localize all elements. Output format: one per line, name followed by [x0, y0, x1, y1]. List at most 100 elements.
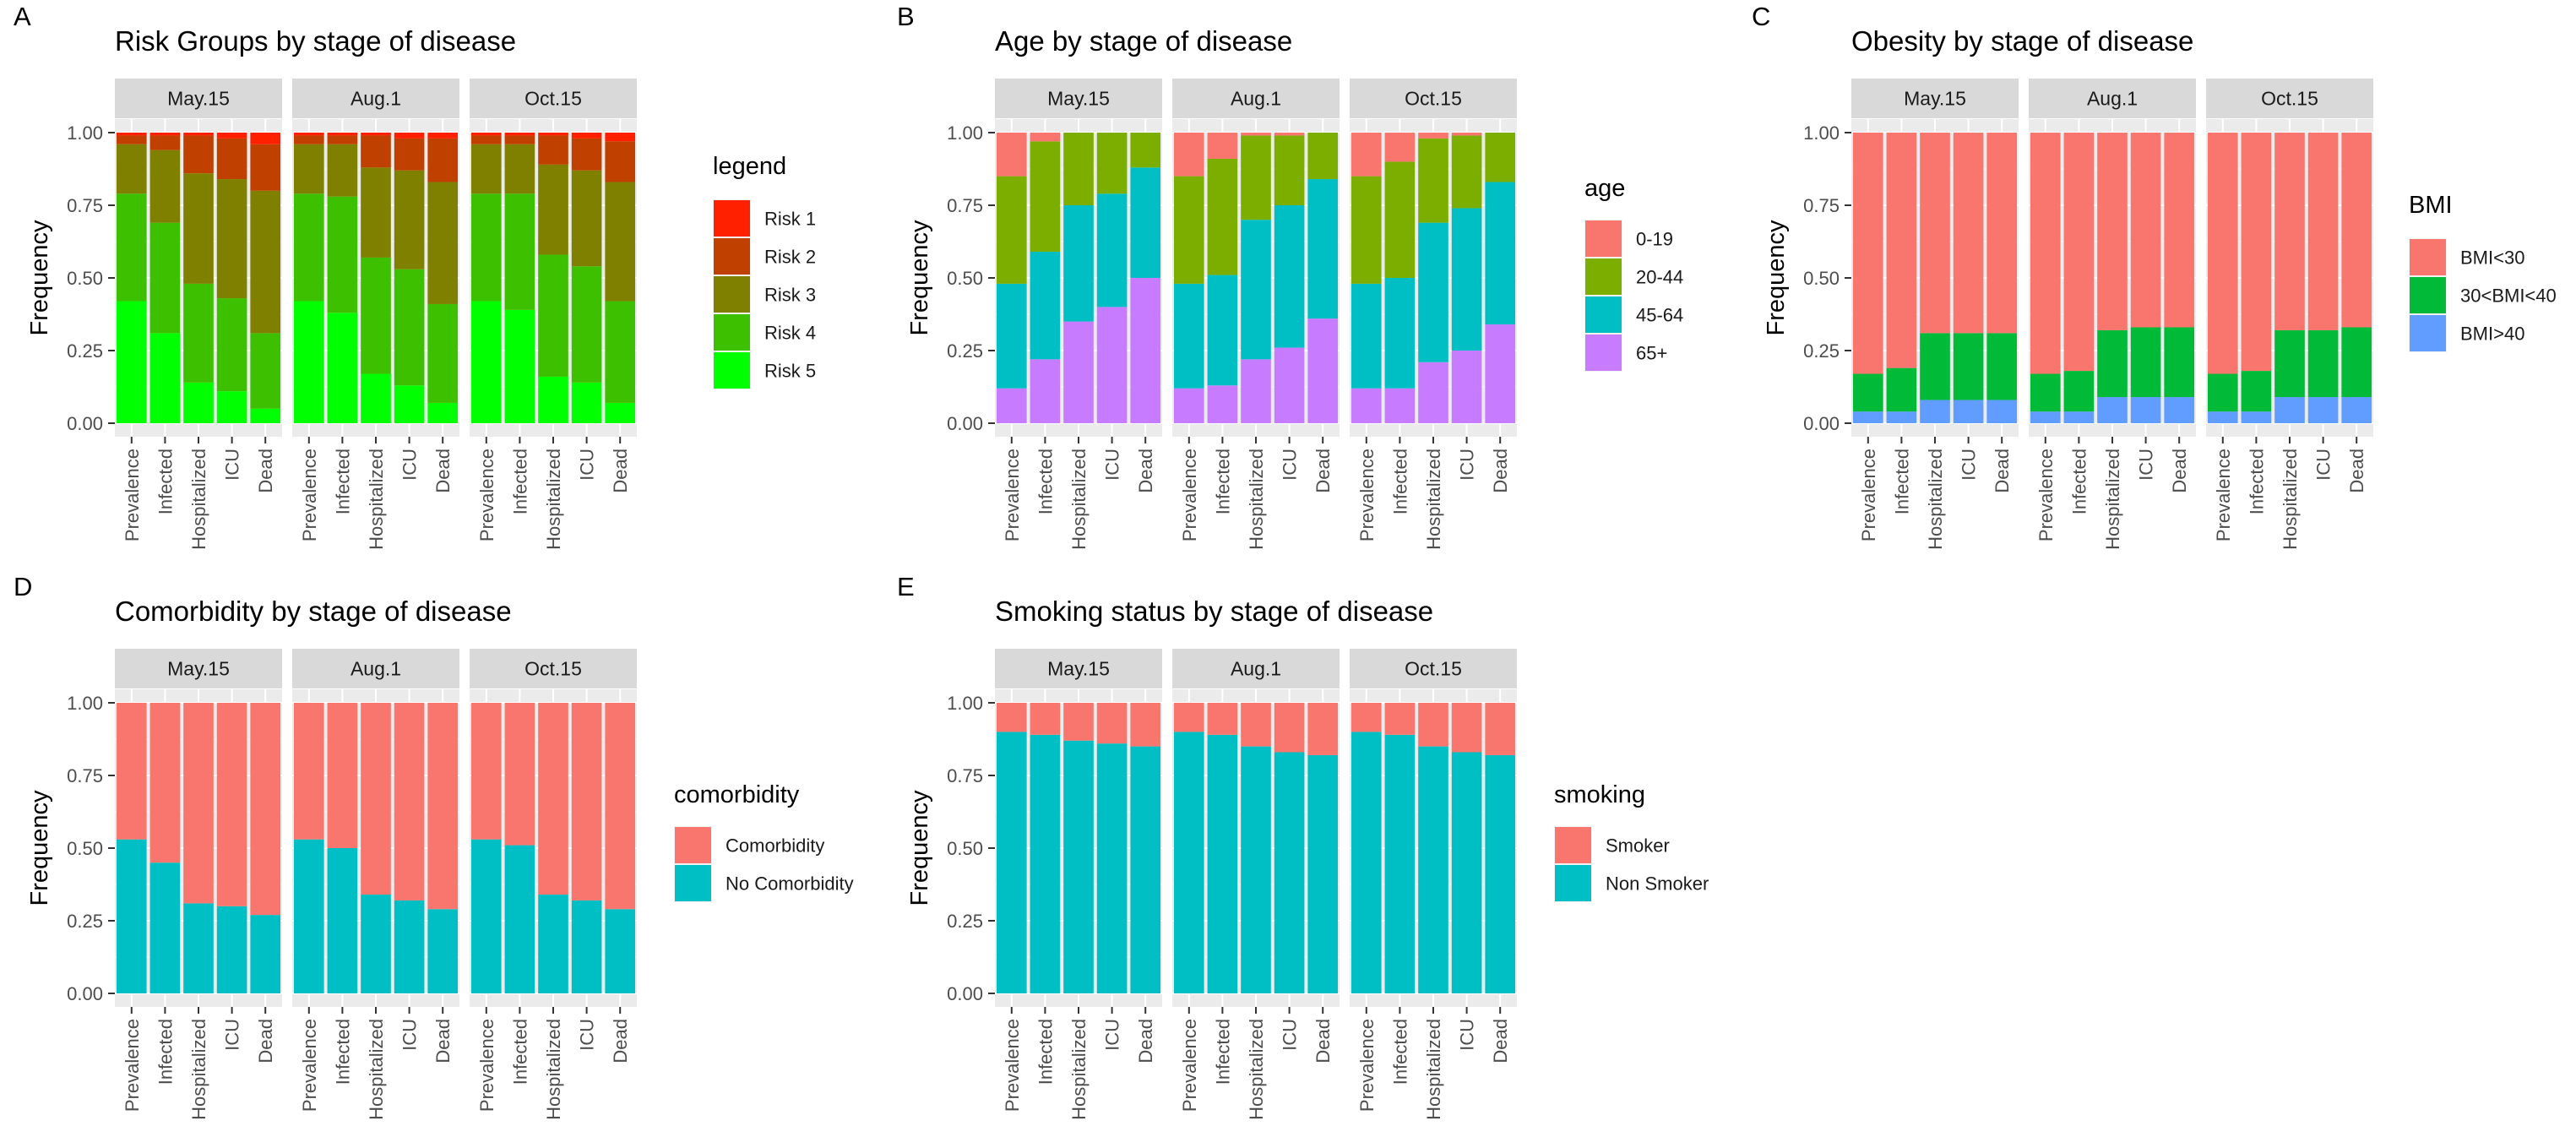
x-tick-label: Dead: [432, 449, 454, 493]
x-tick-label: Prevalence: [2213, 449, 2234, 541]
legend-label: BMI<30: [2460, 248, 2524, 269]
bar-65-: [1418, 362, 1448, 423]
bar-bmi-30: [1953, 133, 1984, 334]
legend-swatch: [714, 276, 750, 313]
bar-risk-2: [149, 135, 181, 150]
bar-risk-2: [427, 138, 459, 182]
bar-0-19: [1274, 133, 1305, 136]
y-tick-label: 0.50: [947, 838, 983, 859]
bar-20-44: [996, 176, 1027, 284]
bar-comorbidity: [293, 703, 324, 840]
legend-label: 65+: [1636, 343, 1667, 364]
x-tick-label: Infected: [1389, 449, 1410, 514]
bar-risk-3: [427, 182, 459, 304]
facet-strip: [995, 79, 1162, 118]
facet-aug-1: Aug.1 Prevalence Infected Hospitalized ICU De…: [292, 79, 459, 550]
bar-0-19: [996, 133, 1027, 177]
bar-30-bmi-40: [2274, 329, 2305, 398]
bar-0-19: [1350, 133, 1382, 177]
x-tick-label: Infected: [1035, 1019, 1056, 1085]
bar-30-bmi-40: [1852, 373, 1883, 412]
bar-65-: [1451, 351, 1482, 423]
legend-title: BMI: [2409, 192, 2453, 219]
bar-non-smoker: [1384, 734, 1416, 993]
bar-risk-4: [470, 193, 502, 302]
bar-65-: [1241, 359, 1271, 423]
bar-0-19: [1418, 133, 1448, 139]
facet-strip: [2029, 79, 2196, 118]
facet-strip: [1851, 79, 2019, 118]
legend-label: Comorbidity: [726, 835, 824, 857]
x-tick-label: Infected: [1035, 449, 1056, 514]
y-tick-label: 0.75: [1803, 195, 1840, 216]
x-tick-label: ICU: [222, 449, 243, 481]
x-tick-label: ICU: [1102, 1019, 1123, 1051]
bar-45-64: [1130, 167, 1161, 278]
legend-swatch: [675, 827, 711, 863]
legend-swatch: [1555, 827, 1591, 863]
bar-risk-2: [470, 135, 502, 144]
legend-swatch: [2410, 239, 2446, 275]
x-tick-label: Hospitalized: [1068, 1019, 1090, 1120]
y-axis-label: Frequency: [1763, 220, 1790, 336]
bar-smoker: [1350, 703, 1382, 732]
bar-65-: [1274, 347, 1305, 423]
bar-45-64: [1030, 252, 1061, 360]
bar-comorbidity: [183, 703, 214, 904]
x-tick-label: Hospitalized: [1246, 1019, 1267, 1120]
bar-no-comorbidity: [504, 845, 535, 993]
x-tick-label: Dead: [610, 449, 631, 493]
legend-label: 45-64: [1636, 305, 1683, 326]
bar-risk-2: [538, 135, 568, 165]
bar-no-comorbidity: [361, 895, 391, 993]
facet-oct-15: Oct.15 Prevalence Infected Hospitalized ICU D…: [1350, 649, 1517, 1120]
bar-20-44: [1274, 135, 1305, 205]
x-tick-label: ICU: [1457, 449, 1478, 481]
x-tick-label: Prevalence: [476, 1019, 497, 1112]
bar-no-comorbidity: [394, 900, 425, 993]
bar-bmi-30: [2207, 133, 2238, 374]
bar-risk-4: [149, 222, 181, 334]
x-tick-label: ICU: [2136, 449, 2157, 481]
y-axis-label: Frequency: [26, 220, 53, 336]
legend-title: legend: [713, 153, 786, 180]
facet-strip: [470, 79, 637, 118]
bar-45-64: [1418, 222, 1448, 362]
bar-risk-3: [216, 179, 247, 299]
bar-no-comorbidity: [327, 848, 358, 993]
x-tick-label: Hospitalized: [543, 1019, 564, 1120]
bar-20-44: [1130, 133, 1161, 168]
bar-bmi-30: [1986, 133, 2018, 334]
legend: BMI BMI<30 30<BMI<40 BMI>40: [2409, 192, 2557, 352]
bar-45-64: [1384, 278, 1416, 389]
bar-risk-1: [394, 133, 425, 139]
y-tick-label: 0.25: [947, 911, 983, 932]
x-tick-label: Hospitalized: [366, 449, 387, 550]
legend-swatch: [1585, 258, 1622, 295]
bar-comorbidity: [394, 703, 425, 900]
y-tick-label: 0.50: [67, 268, 103, 289]
bar-30-bmi-40: [2164, 327, 2195, 398]
bar-no-comorbidity: [427, 909, 459, 993]
bar-risk-5: [394, 385, 425, 423]
bar-non-smoker: [1173, 732, 1204, 993]
bar-risk-1: [470, 133, 502, 136]
bar-risk-1: [293, 133, 324, 136]
bar-risk-3: [116, 144, 147, 194]
bar-risk-3: [183, 173, 214, 284]
x-tick-label: Prevalence: [1179, 1019, 1200, 1112]
bar-bmi-30: [2030, 133, 2061, 374]
bar-risk-5: [327, 313, 358, 423]
bar-risk-1: [216, 133, 247, 139]
y-tick-label: 0.00: [947, 983, 983, 1004]
bar-smoker: [1173, 703, 1204, 732]
bar-65-: [1207, 385, 1238, 423]
x-tick-label: ICU: [399, 449, 421, 481]
bar-bmi-40: [1953, 400, 1984, 423]
legend-swatch: [1585, 220, 1622, 257]
legend-label: Risk 5: [764, 361, 816, 382]
x-tick-label: Prevalence: [299, 1019, 320, 1112]
bar-risk-5: [427, 402, 459, 423]
legend-title: comorbidity: [674, 781, 800, 808]
x-tick-label: Prevalence: [122, 1019, 143, 1112]
